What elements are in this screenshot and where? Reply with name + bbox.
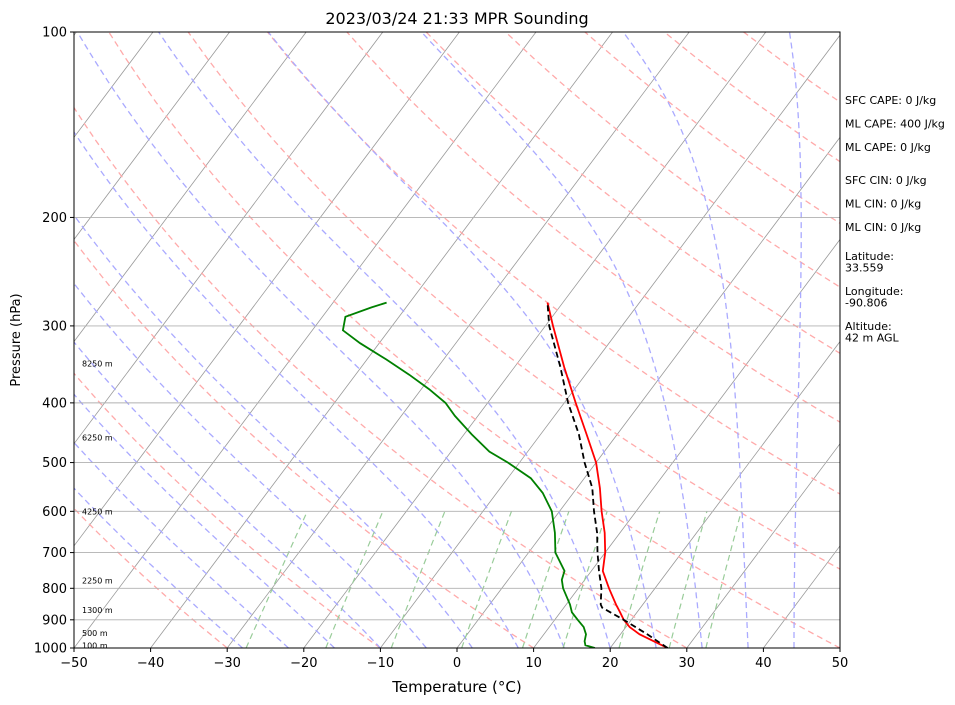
y-tick-label: 900 bbox=[42, 613, 67, 628]
x-tick-label: −40 bbox=[137, 656, 164, 671]
isotherm-line bbox=[74, 32, 307, 343]
dry-adiabat-line bbox=[74, 372, 381, 648]
dry-adiabat-line bbox=[74, 106, 688, 648]
x-tick-label: 50 bbox=[832, 656, 849, 671]
mixing-ratio-line bbox=[245, 511, 308, 648]
y-tick-label: 600 bbox=[42, 505, 67, 520]
moist-adiabat-line bbox=[74, 441, 289, 648]
y-tick-label: 100 bbox=[42, 26, 67, 41]
dewpoint-line bbox=[341, 301, 596, 648]
y-tick-label: 1000 bbox=[34, 642, 67, 657]
annotation-text: Latitude: 33.559 bbox=[845, 250, 894, 275]
moist-adiabat-line bbox=[74, 214, 473, 648]
isotherm-line bbox=[686, 443, 840, 648]
moist-adiabat-line bbox=[74, 487, 243, 648]
height-label: 2250 m bbox=[82, 576, 113, 585]
moist-adiabat-line bbox=[421, 32, 703, 648]
dry-adiabat-line bbox=[74, 507, 228, 648]
isotherm-line bbox=[226, 32, 690, 648]
isotherm-line bbox=[380, 34, 840, 648]
annotation-text: ML CAPE: 400 J/kg bbox=[845, 118, 945, 131]
y-axis-label: Pressure (hPa) bbox=[9, 293, 24, 386]
background-lines bbox=[74, 32, 840, 648]
isotherm-line bbox=[74, 32, 384, 445]
isotherm-line bbox=[74, 32, 537, 648]
y-tick-label: 800 bbox=[42, 582, 67, 597]
temperature-line bbox=[546, 302, 668, 648]
height-labels: 8250 m 6250 m 4250 m 2250 m 1300 m 500 m 100 m bbox=[82, 359, 113, 650]
isotherm-line bbox=[150, 32, 613, 648]
annotation-text: Longitude: -90.806 bbox=[845, 285, 903, 310]
x-tick-label: 30 bbox=[679, 656, 696, 671]
annotation-text: Altitude: 42 m AGL bbox=[845, 320, 900, 345]
isotherm-line bbox=[74, 32, 230, 241]
y-axis-ticks: 100 200 300 400 500 600 700 800 900 1000 bbox=[34, 26, 74, 657]
isotherm-line bbox=[609, 340, 840, 648]
height-label: 500 m bbox=[82, 629, 108, 638]
dry-adiabat-line bbox=[266, 32, 840, 495]
y-tick-label: 200 bbox=[42, 211, 67, 226]
x-tick-label: 10 bbox=[525, 656, 542, 671]
dry-adiabat-line bbox=[108, 32, 840, 648]
y-tick-label: 700 bbox=[42, 546, 67, 561]
height-label: 8250 m bbox=[82, 359, 113, 368]
moist-adiabat-line bbox=[74, 282, 427, 648]
dry-adiabat-line bbox=[187, 32, 840, 570]
x-tick-label: −20 bbox=[290, 656, 317, 671]
dry-adiabat-line bbox=[74, 239, 534, 648]
height-label: 100 m bbox=[82, 641, 108, 650]
y-tick-label: 400 bbox=[42, 396, 67, 411]
pressure-gridlines bbox=[74, 216, 840, 621]
sounding-annotations: SFC CAPE: 0 J/kg ML CAPE: 400 J/kg ML CAPE… bbox=[845, 94, 945, 345]
isotherm-line bbox=[303, 32, 767, 648]
height-label: 4250 m bbox=[82, 507, 113, 516]
mixing-ratio-line bbox=[461, 511, 513, 648]
moist-adiabat-line bbox=[74, 341, 381, 648]
series-lines bbox=[341, 301, 669, 648]
x-axis-label: Temperature (°C) bbox=[391, 678, 521, 696]
x-tick-label: 40 bbox=[755, 656, 772, 671]
annotation-text: SFC CIN: 0 J/kg bbox=[845, 174, 927, 187]
x-tick-label: −50 bbox=[60, 656, 87, 671]
height-label: 6250 m bbox=[82, 433, 113, 442]
y-tick-label: 500 bbox=[42, 456, 67, 471]
x-tick-label: −10 bbox=[367, 656, 394, 671]
mixing-ratio-line bbox=[325, 511, 384, 648]
x-tick-label: 20 bbox=[602, 656, 619, 671]
dry-adiabat-line bbox=[425, 32, 840, 355]
mixing-ratio-line bbox=[705, 511, 742, 648]
mixing-ratio-line bbox=[390, 511, 446, 648]
moist-adiabat-line bbox=[76, 32, 565, 648]
moist-adiabat-line bbox=[267, 32, 657, 648]
moist-adiabat-line bbox=[74, 130, 519, 648]
annotation-text: ML CAPE: 0 J/kg bbox=[845, 141, 931, 154]
chart-title: 2023/03/24 21:33 MPR Sounding bbox=[325, 9, 588, 28]
moist-adiabat-line bbox=[74, 393, 335, 648]
isotherm-line bbox=[456, 136, 840, 648]
height-label: 1300 m bbox=[82, 606, 113, 615]
x-tick-label: −30 bbox=[213, 656, 240, 671]
isotherm-line bbox=[74, 32, 460, 547]
parcel-line bbox=[546, 302, 669, 648]
isotherm-line bbox=[533, 238, 840, 648]
x-tick-label: 0 bbox=[453, 656, 461, 671]
moist-adiabat-line bbox=[622, 32, 749, 648]
x-axis-ticks: −50 −40 −30 −20 −10 0 10 20 30 40 50 bbox=[60, 648, 848, 671]
moist-adiabat-line bbox=[158, 32, 611, 648]
annotation-text: ML CIN: 0 J/kg bbox=[845, 198, 921, 211]
annotation-text: SFC CAPE: 0 J/kg bbox=[845, 94, 936, 107]
annotation-text: ML CIN: 0 J/kg bbox=[845, 221, 921, 234]
moist-adiabat-line bbox=[788, 32, 802, 648]
mixing-ratio-line bbox=[668, 511, 708, 648]
y-tick-label: 300 bbox=[42, 319, 67, 334]
